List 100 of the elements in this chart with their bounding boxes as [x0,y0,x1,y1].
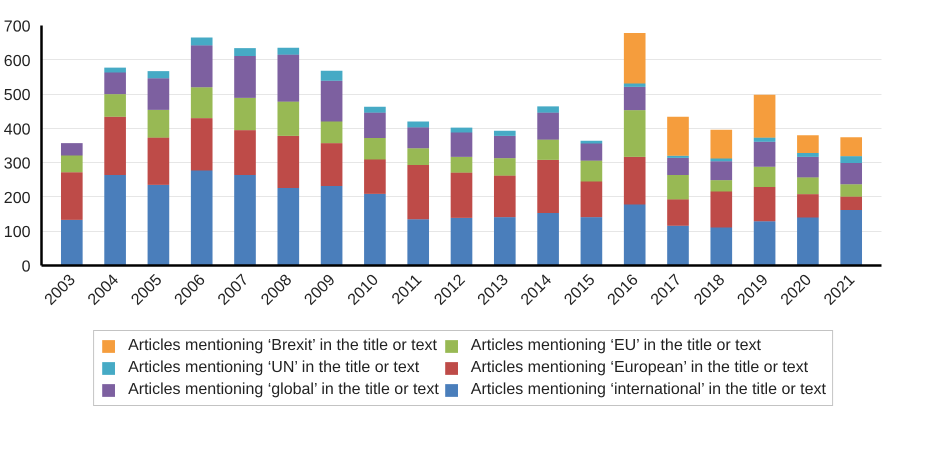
bar [364,194,386,266]
bar [710,180,732,192]
bar [190,118,213,171]
bar [494,130,516,136]
bar [537,160,559,214]
bar [234,98,256,130]
bar [320,80,342,122]
bar [60,143,83,156]
bar [667,116,689,156]
bar [754,94,776,138]
bar [450,132,472,157]
bar [494,176,516,218]
bar [797,156,819,178]
bar [104,72,126,94]
bar [190,45,213,88]
bar [580,182,602,218]
bar [537,140,559,160]
bar [148,110,170,138]
legend-label: Articles mentioning ‘European’ in the title or text [470,359,808,377]
bar [710,227,732,266]
y-tick-label: 0 [22,258,31,276]
bar [580,217,602,266]
bar [450,172,472,218]
bar [710,191,732,228]
bar [667,174,689,200]
legend-label: Articles mentioning ‘global’ in the title or text [128,381,439,399]
bar [840,162,862,184]
bar [667,199,689,226]
bar [60,220,83,266]
bar [754,138,776,142]
bar [754,142,776,167]
bar [754,186,776,222]
bar [234,130,256,175]
bar [320,70,342,81]
bar [277,48,300,55]
bar [624,204,646,266]
bar [494,136,516,158]
bar [840,184,862,197]
legend-label: Articles mentioning ‘international’ in the title or text [470,381,826,399]
bar [537,213,559,266]
legend-label: Articles mentioning ‘Brexit’ in the title or text [128,337,437,355]
bar [494,158,516,176]
bar [277,136,300,188]
bar [320,122,342,144]
y-tick-label: 100 [4,224,31,242]
bar [580,140,602,144]
bar [190,38,213,46]
y-tick-label: 200 [4,190,31,207]
bar [494,217,516,266]
bar [450,128,472,132]
bar [407,127,430,148]
bar [754,166,776,187]
bar [840,210,862,266]
bar [450,156,472,173]
y-tick-label: 300 [4,156,31,173]
bar [277,102,300,136]
bar [624,110,646,157]
bar [407,219,430,266]
bar [407,148,430,166]
bar [234,56,256,98]
bar [60,155,83,172]
bar [104,174,126,266]
bar [234,48,256,56]
bar [60,172,83,220]
bar [104,116,126,175]
bar [537,106,559,113]
bar [190,170,213,266]
bar [450,218,472,266]
bar [580,160,602,182]
bar [104,68,126,72]
bar [797,177,819,194]
bar [754,221,776,266]
legend-label: Articles mentioning ‘UN’ in the title or text [128,359,420,377]
bar [710,158,732,162]
y-tick-label: 400 [4,121,31,138]
bar [364,138,386,160]
bar [364,160,386,194]
bar [148,78,170,110]
bar [364,106,386,113]
y-tick-label: 500 [4,87,31,104]
bar [710,161,732,180]
bar [624,86,646,110]
bar [624,156,646,204]
bar [537,112,559,140]
bar [234,174,256,266]
y-tick-label: 700 [4,18,31,36]
bar [148,184,170,266]
bar [148,138,170,185]
bar [840,156,862,163]
bar [840,137,862,156]
bar [320,143,342,186]
bar [277,188,300,266]
bar [364,112,386,138]
bar [710,130,732,159]
legend-label: Articles mentioning ‘EU’ in the title or text [470,337,761,355]
bar [148,71,170,78]
bar [407,165,430,220]
bar [190,87,213,118]
bar [320,186,342,266]
bar [624,33,646,84]
